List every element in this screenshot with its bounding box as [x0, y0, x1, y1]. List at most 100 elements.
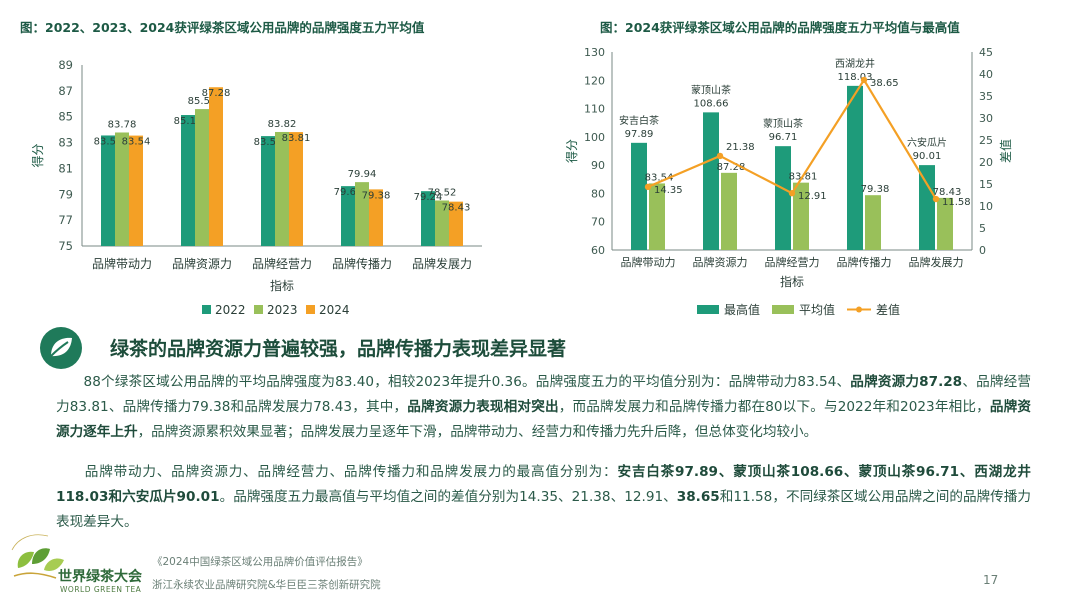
y-tick-label: 89	[58, 58, 73, 72]
y-axis-label: 得分	[30, 143, 45, 167]
bar	[721, 172, 737, 250]
text-run: 品牌资源力逐年上升	[56, 399, 1032, 440]
data-label: 78.43	[933, 187, 962, 198]
bar	[937, 197, 953, 250]
bar	[209, 87, 223, 246]
legend-label: 平均值	[799, 302, 835, 317]
legend-swatch	[254, 305, 263, 314]
diff-point	[716, 152, 724, 160]
diff-label: 11.58	[942, 197, 971, 208]
legend-label: 最高值	[724, 302, 760, 317]
data-label: 97.89	[625, 129, 654, 140]
text-run: 、品牌经营力83.81、品牌传播力79.38和品牌发展力78.43，其中，	[56, 374, 1032, 415]
brand-name-label: 蒙顶山茶	[763, 117, 803, 130]
x-tick-label: 品牌带动力	[621, 255, 676, 269]
y2-tick-label: 0	[979, 244, 986, 257]
bar	[865, 195, 881, 250]
legend-label: 2024	[319, 303, 350, 317]
y2-tick-label: 40	[979, 68, 993, 81]
y-tick-label: 77	[58, 213, 73, 227]
y-tick-label: 130	[584, 46, 605, 59]
data-label: 108.66	[694, 98, 729, 109]
bar	[421, 191, 435, 246]
legend-label: 2023	[267, 303, 298, 317]
y2-tick-label: 10	[979, 200, 993, 213]
x-tick-label: 品牌发展力	[909, 255, 964, 269]
text-run: 品牌资源力87.28	[850, 374, 963, 390]
diff-label: 21.38	[726, 142, 755, 153]
y2-tick-label: 5	[979, 222, 986, 235]
data-label: 83.54	[122, 137, 151, 148]
paragraph-averages: 88个绿茶区域公用品牌的平均品牌强度为83.40，相较2023年提升0.36。品…	[56, 370, 1031, 445]
y2-tick-label: 35	[979, 90, 993, 103]
footer-institutes: 浙江永续农业品牌研究院&华巨臣三茶创新研究院	[152, 579, 381, 591]
legend-marker	[856, 306, 862, 313]
bar	[631, 142, 647, 250]
y2-tick-label: 20	[979, 156, 993, 169]
text-run: 品牌带动力、品牌资源力、品牌经营力、品牌传播力和品牌发展力的最高值分别为：	[84, 464, 618, 480]
data-label: 83.54	[645, 172, 674, 183]
bar	[449, 201, 463, 246]
diff-label: 14.35	[654, 185, 683, 196]
y-axis-label: 得分	[564, 139, 579, 163]
legend-swatch	[202, 305, 211, 314]
text-run: ，品牌资源累积效果显著；品牌发展力呈逐年下滑，品牌带动力、经营力和传播力先升后降…	[137, 424, 818, 440]
bar	[775, 146, 791, 250]
x-tick-label: 品牌传播力	[332, 256, 392, 271]
page-number: 17	[983, 573, 999, 587]
x-tick-label: 品牌传播力	[837, 255, 892, 269]
data-label: 83.81	[282, 133, 311, 144]
data-label: 79.38	[362, 190, 391, 201]
bar	[355, 182, 369, 246]
data-label: 90.01	[913, 151, 942, 162]
y-tick-label: 79	[58, 187, 73, 201]
x-tick-label: 品牌资源力	[693, 255, 748, 269]
data-label: 83.82	[268, 119, 297, 130]
chart2-title: 图：2024获评绿茶区域公用品牌的品牌强度五力平均值与最高值	[600, 20, 960, 35]
text-run: 安吉白茶97.89、蒙顶山茶108.66、蒙顶山茶96.71、西湖龙井118.0…	[56, 464, 1032, 505]
bar	[289, 132, 303, 246]
data-label: 87.28	[202, 88, 231, 99]
bar	[649, 183, 665, 250]
y-tick-label: 87	[58, 84, 73, 98]
legend-swatch	[306, 305, 315, 314]
y-tick-label: 110	[584, 103, 605, 116]
brand-name-label: 蒙顶山茶	[691, 83, 731, 96]
text-run: 。品牌强度五力最高值与平均值之间的差值分别为14.35、21.38、12.91、	[219, 489, 677, 505]
text-run: 和11.58，不同绿茶区域公用品牌之间的品牌传播力表现差异大。	[56, 489, 1031, 530]
x-tick-label: 品牌经营力	[765, 255, 820, 269]
bar	[129, 135, 143, 246]
chart1-title: 图：2022、2023、2024获评绿茶区域公用品牌的品牌强度五力平均值	[20, 20, 425, 35]
bar	[847, 85, 863, 250]
y-tick-label: 80	[591, 187, 605, 200]
data-label: 83.50	[254, 137, 283, 148]
bar	[919, 165, 935, 250]
brand-name-label: 安吉白茶	[619, 114, 659, 127]
leaf-icon	[50, 337, 72, 357]
text-run: ，而品牌发展力和品牌传播力都在80以下。与2022年和2023年相比，	[558, 399, 990, 415]
y-tick-label: 90	[591, 159, 605, 172]
tea-leaves-emblem-icon	[11, 534, 64, 579]
data-label: 96.71	[769, 132, 798, 143]
brand-name-label: 西湖龙井	[835, 57, 875, 70]
bar	[115, 132, 129, 246]
data-label: 79.94	[348, 169, 377, 180]
y2-tick-label: 45	[979, 46, 993, 59]
bar	[275, 131, 289, 246]
text-run: 38.65	[676, 489, 720, 505]
y-tick-label: 100	[584, 131, 605, 144]
y-tick-label: 60	[591, 244, 605, 257]
bar	[793, 182, 809, 250]
data-label: 85.13	[174, 116, 203, 127]
data-label: 79.63	[334, 187, 363, 198]
legend-label: 差值	[876, 302, 900, 317]
paragraph-maximums: 品牌带动力、品牌资源力、品牌经营力、品牌传播力和品牌发展力的最高值分别为：安吉白…	[56, 460, 1031, 535]
y2-tick-label: 25	[979, 134, 993, 147]
y-tick-label: 70	[591, 216, 605, 229]
bar	[703, 112, 719, 250]
x-tick-label: 品牌带动力	[92, 257, 152, 271]
data-label: 83.55	[94, 136, 123, 147]
y-tick-label: 83	[58, 136, 73, 150]
y2-tick-label: 30	[979, 112, 993, 125]
